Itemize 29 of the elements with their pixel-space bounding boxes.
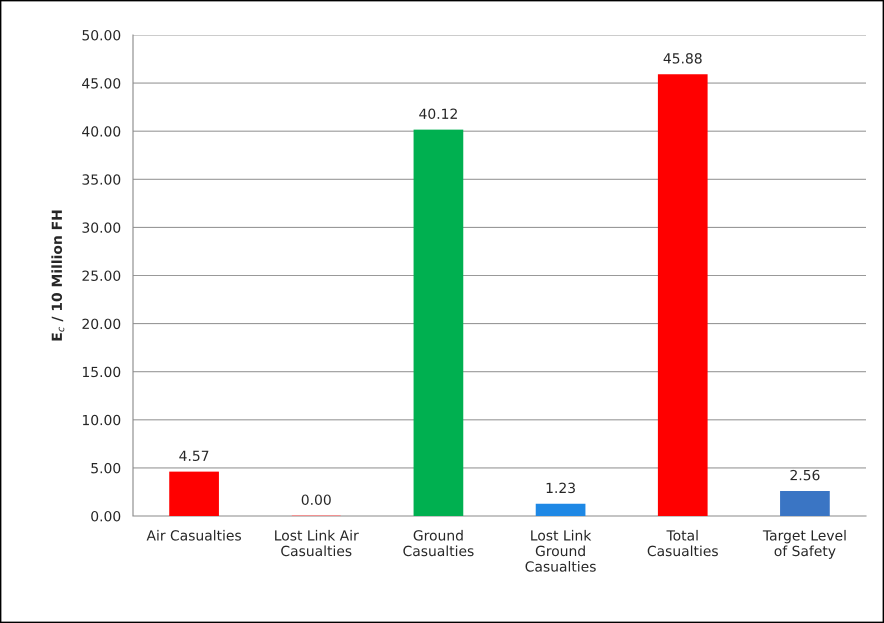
- data-label: 45.88: [664, 53, 702, 64]
- bar: [780, 490, 830, 516]
- y-tick-label: 40.00: [82, 126, 120, 137]
- x-tick-label: Air Casualties: [146, 530, 241, 541]
- y-tick-label: 15.00: [82, 366, 120, 378]
- bar: [658, 74, 708, 516]
- y-axis-title: E$_{c}$ / 10 Million FH: [51, 210, 64, 340]
- data-label: 0.00: [302, 494, 331, 505]
- y-tick-label: 20.00: [82, 318, 120, 330]
- bar: [536, 504, 586, 516]
- y-tick-label: 10.00: [82, 414, 120, 426]
- x-tick-label: Lost Link Air Casualties: [275, 530, 359, 556]
- y-tick-label: 5.00: [91, 462, 120, 474]
- y-tick-label: 30.00: [82, 222, 120, 233]
- x-tick-label: Ground Casualties: [403, 530, 474, 556]
- x-tick-label: Target Level of Safety: [762, 530, 846, 559]
- y-tick-label: 35.00: [82, 174, 120, 185]
- data-label: 40.12: [419, 108, 457, 120]
- data-label: 1.23: [546, 482, 575, 494]
- x-tick-label: Lost Link Ground Casualties: [526, 530, 596, 572]
- y-tick-label: 50.00: [82, 30, 120, 40]
- bar: [169, 472, 219, 516]
- bar: [414, 130, 464, 516]
- data-label: 2.56: [790, 470, 820, 480]
- y-tick-label: 45.00: [82, 78, 120, 89]
- x-tick-label: Total Casualties: [648, 530, 718, 556]
- y-tick-label: 0.00: [91, 510, 120, 522]
- y-tick-label: 25.00: [82, 270, 120, 281]
- data-label: 4.57: [179, 450, 208, 462]
